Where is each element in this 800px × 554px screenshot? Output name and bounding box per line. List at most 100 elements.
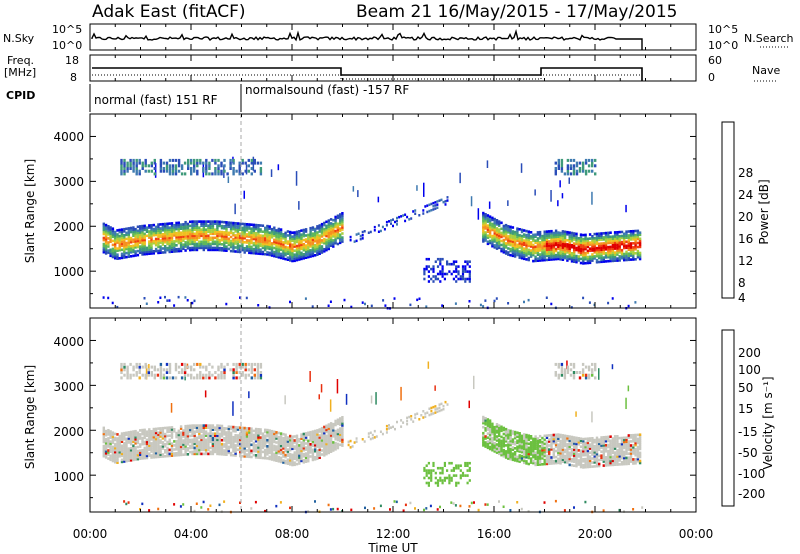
velocity-cell (491, 446, 494, 450)
power-cell (302, 234, 305, 238)
power-cell (136, 243, 140, 247)
power-cell (118, 244, 121, 248)
power-cell (134, 252, 137, 255)
power-cell (591, 235, 594, 238)
velocity-cell (159, 451, 162, 454)
velocity-cell (207, 452, 210, 456)
velocity-cell (129, 434, 133, 438)
power-cell (174, 167, 178, 170)
power-cell (168, 172, 172, 176)
velocity-cell (577, 459, 580, 462)
velocity-cell (491, 444, 494, 448)
power-cell (295, 171, 298, 186)
velocity-cell (527, 438, 530, 442)
power-cell (248, 233, 251, 236)
velocity-cell (507, 445, 510, 448)
power-cell (568, 241, 571, 244)
power-cell (223, 233, 226, 236)
velocity-cell (538, 455, 542, 458)
velocity-cell (500, 429, 503, 433)
power-cell (423, 272, 426, 276)
power-cell (175, 221, 178, 225)
velocity-cell (329, 444, 333, 447)
power-cell (316, 253, 319, 256)
power-cell (604, 260, 608, 263)
power-cell (634, 229, 637, 233)
velocity-cell (120, 460, 124, 464)
velocity-cell (257, 450, 260, 453)
power-cell (341, 236, 344, 239)
velocity-cell (393, 500, 396, 503)
velocity-cell (236, 440, 240, 443)
power-cell (616, 239, 619, 242)
power-cell (484, 231, 487, 234)
power-cell (195, 246, 199, 250)
velocity-cell (284, 453, 287, 457)
velocity-cell (311, 456, 315, 460)
power-cell (270, 230, 274, 233)
power-cell (520, 230, 524, 234)
velocity-cell (502, 442, 505, 446)
power-cell (534, 241, 537, 244)
velocity-cell (595, 444, 599, 448)
power-cell (604, 243, 608, 247)
velocity-cell (336, 432, 340, 436)
power-cell (229, 249, 233, 253)
velocity-cell (291, 455, 294, 459)
power-cell (227, 233, 230, 237)
power-cell (150, 234, 153, 237)
velocity-cell (227, 447, 230, 451)
velocity-cell (304, 454, 308, 457)
power-cell (518, 228, 521, 231)
velocity-cell (273, 454, 276, 458)
power-cell (191, 246, 194, 250)
velocity-cell (211, 450, 215, 454)
power-cell (198, 236, 201, 240)
velocity-cell (214, 446, 217, 450)
power-cell (636, 241, 640, 245)
velocity-cell (586, 437, 590, 440)
velocity-cell (175, 452, 178, 455)
power-cell (332, 229, 335, 232)
freq-label: Freq. (7, 54, 34, 67)
velocity-cell (257, 440, 260, 443)
velocity-cell (259, 452, 262, 455)
velocity-cell (207, 442, 210, 446)
power-cell (239, 240, 242, 244)
velocity-cell (168, 434, 171, 437)
power-cell (491, 228, 494, 232)
power-cell (629, 238, 633, 241)
power-cell (116, 239, 119, 242)
velocity-cell (118, 436, 121, 440)
power-cell (620, 254, 624, 258)
power-cell (563, 248, 567, 252)
power-cell (498, 236, 501, 239)
power-cell (143, 232, 146, 236)
power-cell (561, 240, 565, 243)
velocity-cell (545, 460, 549, 464)
power-cell (611, 237, 615, 240)
velocity-cell (143, 452, 146, 456)
velocity-cell (227, 451, 230, 455)
power-cell (159, 235, 162, 238)
velocity-cell (116, 439, 119, 442)
power-cell (200, 246, 203, 250)
velocity-cell (304, 432, 308, 435)
velocity-cell (289, 457, 292, 460)
velocity-cell (214, 440, 217, 444)
power-cell (304, 230, 308, 233)
power-cell (316, 249, 319, 252)
power-cell (364, 302, 366, 306)
power-cell (168, 232, 171, 235)
power-cell (493, 223, 496, 227)
power-cell (132, 232, 135, 235)
velocity-cell (114, 438, 117, 442)
power-cell (179, 225, 183, 228)
velocity-cell (225, 431, 228, 434)
velocity-cell (500, 435, 503, 439)
velocity-cell (554, 461, 558, 465)
velocity-cell (314, 443, 317, 447)
velocity-cell (523, 453, 526, 456)
power-cell (327, 239, 330, 243)
power-cell (177, 229, 180, 233)
